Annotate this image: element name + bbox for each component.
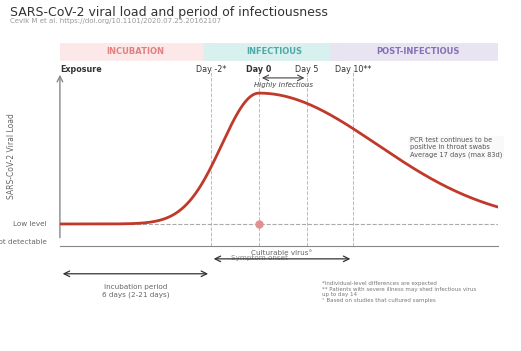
Text: Incubation period
6 days (2-21 days): Incubation period 6 days (2-21 days): [102, 284, 169, 298]
Text: POST-INFECTIOUS: POST-INFECTIOUS: [376, 47, 460, 56]
Text: Cevik M et al. https://doi.org/10.1101/2020.07.25.20162107: Cevik M et al. https://doi.org/10.1101/2…: [10, 18, 221, 24]
Text: Day 5: Day 5: [295, 65, 319, 73]
Text: SARS-CoV-2 Viral Load: SARS-CoV-2 Viral Load: [7, 113, 16, 199]
Text: INCUBATION: INCUBATION: [106, 47, 165, 56]
Text: Not detectable: Not detectable: [0, 239, 47, 245]
Text: Culturable virus°: Culturable virus°: [252, 250, 313, 256]
Text: INFECTIOUS: INFECTIOUS: [246, 47, 302, 56]
Text: *Individual-level differences are expected
** Patients with severe illness may s: *Individual-level differences are expect…: [322, 281, 477, 303]
Text: Highly Infectious: Highly Infectious: [254, 81, 313, 87]
Text: SARS-CoV-2 viral load and period of infectiousness: SARS-CoV-2 viral load and period of infe…: [10, 6, 328, 19]
Text: Day 10**: Day 10**: [335, 65, 371, 73]
Text: Low level: Low level: [13, 221, 47, 227]
Text: Day 0: Day 0: [246, 65, 272, 73]
Text: Day -2*: Day -2*: [196, 65, 226, 73]
Text: PCR test continues to be
positive in throat swabs
Average 17 days (max 83d): PCR test continues to be positive in thr…: [410, 137, 502, 158]
FancyBboxPatch shape: [53, 43, 218, 61]
Text: Symptom onset: Symptom onset: [230, 255, 288, 261]
Text: Exposure: Exposure: [60, 65, 102, 73]
FancyBboxPatch shape: [330, 43, 505, 61]
FancyBboxPatch shape: [204, 43, 345, 61]
